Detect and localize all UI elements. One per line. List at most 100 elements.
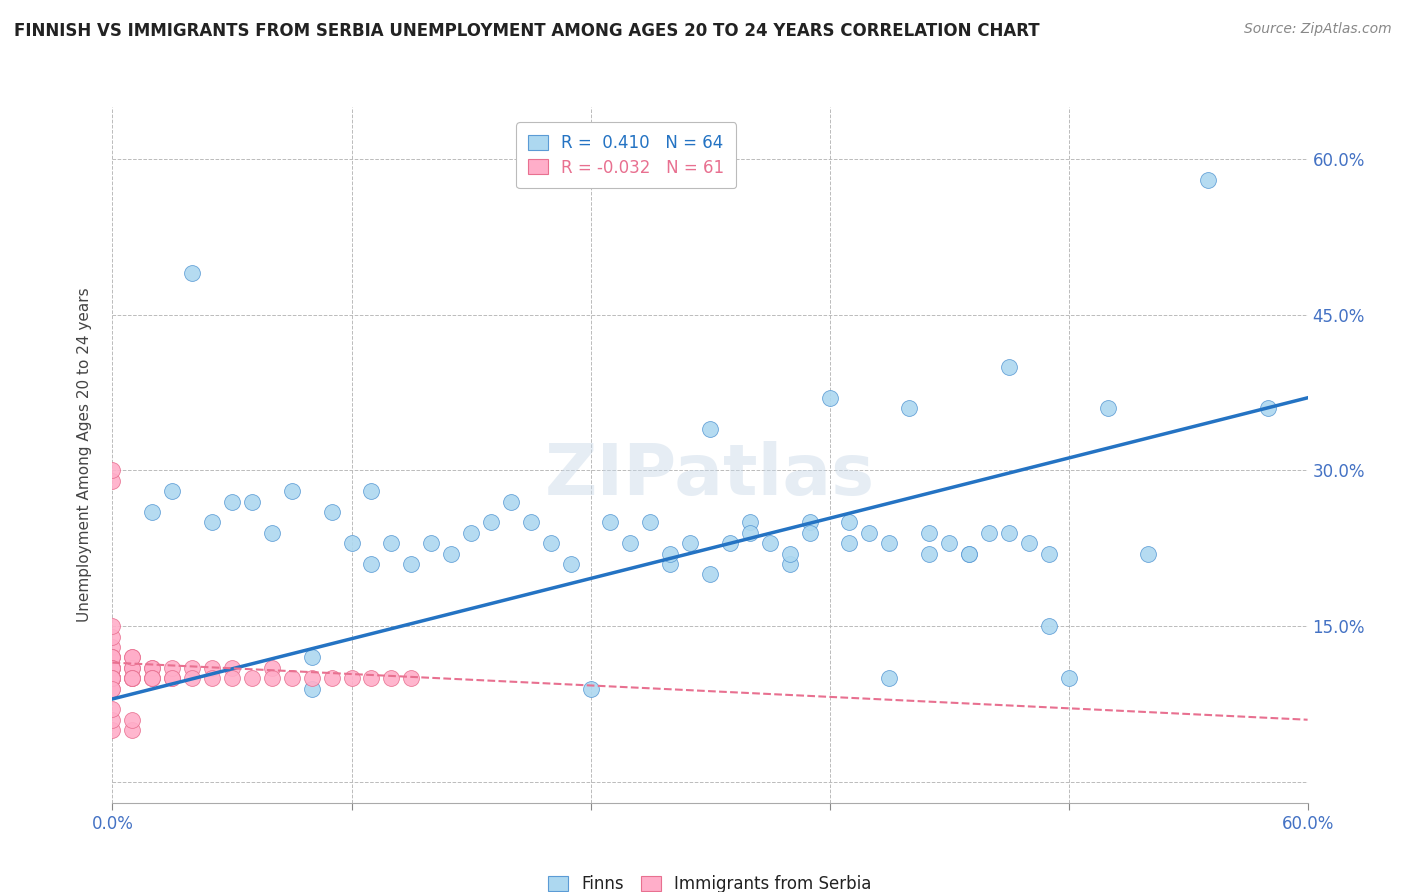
Point: [540, 536, 562, 550]
Point: [1038, 619, 1060, 633]
Point: [162, 671, 183, 685]
Point: [101, 630, 124, 644]
Point: [579, 681, 602, 696]
Point: [141, 505, 163, 519]
Point: [101, 671, 124, 685]
Point: [838, 516, 860, 530]
Point: [141, 671, 163, 685]
Point: [221, 661, 243, 675]
Point: [779, 547, 801, 561]
Point: [998, 525, 1021, 540]
Point: [799, 516, 821, 530]
Point: [121, 671, 143, 685]
Point: [321, 671, 343, 685]
Point: [699, 567, 721, 582]
Point: [877, 671, 900, 685]
Point: [101, 650, 124, 665]
Point: [101, 619, 124, 633]
Text: FINNISH VS IMMIGRANTS FROM SERBIA UNEMPLOYMENT AMONG AGES 20 TO 24 YEARS CORRELA: FINNISH VS IMMIGRANTS FROM SERBIA UNEMPL…: [14, 22, 1039, 40]
Point: [101, 671, 124, 685]
Text: Source: ZipAtlas.com: Source: ZipAtlas.com: [1244, 22, 1392, 37]
Point: [101, 681, 124, 696]
Point: [898, 401, 921, 416]
Point: [759, 536, 782, 550]
Point: [162, 661, 183, 675]
Point: [360, 484, 382, 499]
Point: [440, 547, 463, 561]
Point: [141, 671, 163, 685]
Point: [221, 671, 243, 685]
Point: [101, 661, 124, 675]
Point: [360, 671, 382, 685]
Point: [340, 671, 363, 685]
Point: [141, 671, 163, 685]
Point: [121, 713, 143, 727]
Point: [301, 681, 323, 696]
Point: [460, 525, 482, 540]
Point: [101, 661, 124, 675]
Point: [977, 525, 1000, 540]
Point: [918, 525, 941, 540]
Point: [121, 671, 143, 685]
Point: [141, 661, 163, 675]
Point: [360, 557, 382, 571]
Point: [380, 536, 402, 550]
Point: [1257, 401, 1279, 416]
Point: [101, 474, 124, 488]
Point: [101, 671, 124, 685]
Point: [659, 547, 682, 561]
Point: [1197, 172, 1219, 186]
Point: [957, 547, 980, 561]
Point: [101, 671, 124, 685]
Point: [1038, 547, 1060, 561]
Point: [938, 536, 960, 550]
Point: [121, 671, 143, 685]
Point: [659, 557, 682, 571]
Point: [301, 671, 323, 685]
Point: [101, 671, 124, 685]
Point: [718, 536, 741, 550]
Point: [121, 661, 143, 675]
Point: [181, 661, 204, 675]
Point: [121, 671, 143, 685]
Point: [181, 266, 204, 280]
Point: [520, 516, 543, 530]
Point: [301, 650, 323, 665]
Point: [101, 661, 124, 675]
Point: [240, 494, 263, 508]
Point: [799, 525, 821, 540]
Point: [957, 547, 980, 561]
Point: [101, 671, 124, 685]
Point: [1057, 671, 1080, 685]
Point: [121, 650, 143, 665]
Point: [121, 650, 143, 665]
Point: [420, 536, 443, 550]
Point: [679, 536, 702, 550]
Point: [201, 661, 224, 675]
Point: [101, 681, 124, 696]
Point: [101, 661, 124, 675]
Y-axis label: Unemployment Among Ages 20 to 24 years: Unemployment Among Ages 20 to 24 years: [77, 287, 91, 623]
Point: [101, 640, 124, 654]
Point: [260, 525, 283, 540]
Point: [638, 516, 662, 530]
Point: [479, 516, 502, 530]
Point: [141, 661, 163, 675]
Point: [380, 671, 402, 685]
Point: [1137, 547, 1160, 561]
Point: [699, 422, 721, 436]
Point: [619, 536, 641, 550]
Point: [101, 671, 124, 685]
Point: [260, 661, 283, 675]
Point: [101, 463, 124, 477]
Point: [838, 536, 860, 550]
Point: [201, 671, 224, 685]
Point: [101, 661, 124, 675]
Point: [340, 536, 363, 550]
Point: [401, 671, 423, 685]
Text: ZIPatlas: ZIPatlas: [546, 442, 875, 510]
Point: [101, 723, 124, 738]
Point: [101, 713, 124, 727]
Point: [101, 702, 124, 716]
Point: [162, 671, 183, 685]
